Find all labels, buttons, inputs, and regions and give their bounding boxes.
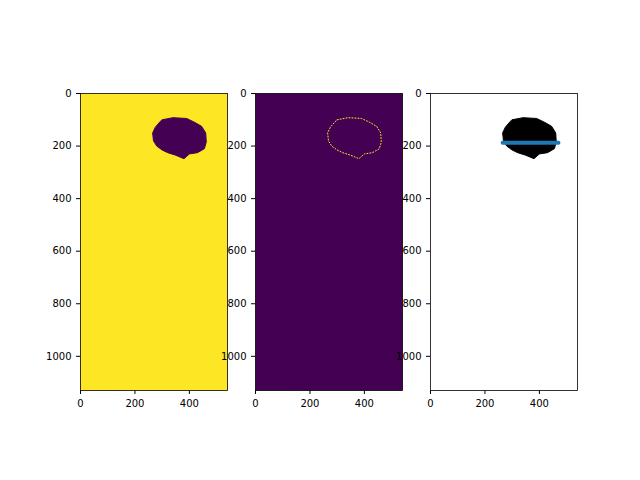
svg-text:600: 600 [227,245,246,256]
svg-text:600: 600 [402,245,421,256]
svg-text:200: 200 [125,398,144,409]
svg-text:400: 400 [227,193,246,204]
svg-text:400: 400 [52,193,71,204]
svg-text:0: 0 [427,398,433,409]
svg-text:400: 400 [402,193,421,204]
svg-text:200: 200 [402,140,421,151]
svg-text:600: 600 [52,245,71,256]
svg-text:400: 400 [530,398,549,409]
svg-text:0: 0 [240,88,246,99]
svg-text:400: 400 [355,398,374,409]
svg-text:1000: 1000 [221,351,246,362]
svg-text:400: 400 [180,398,199,409]
svg-text:0: 0 [65,88,71,99]
svg-text:200: 200 [227,140,246,151]
svg-text:1000: 1000 [396,351,421,362]
svg-text:0: 0 [77,398,83,409]
svg-text:800: 800 [52,298,71,309]
svg-text:200: 200 [300,398,319,409]
svg-text:800: 800 [402,298,421,309]
svg-text:0: 0 [252,398,258,409]
svg-text:800: 800 [227,298,246,309]
svg-text:1000: 1000 [46,351,71,362]
svg-text:200: 200 [475,398,494,409]
svg-text:0: 0 [415,88,421,99]
svg-text:200: 200 [52,140,71,151]
